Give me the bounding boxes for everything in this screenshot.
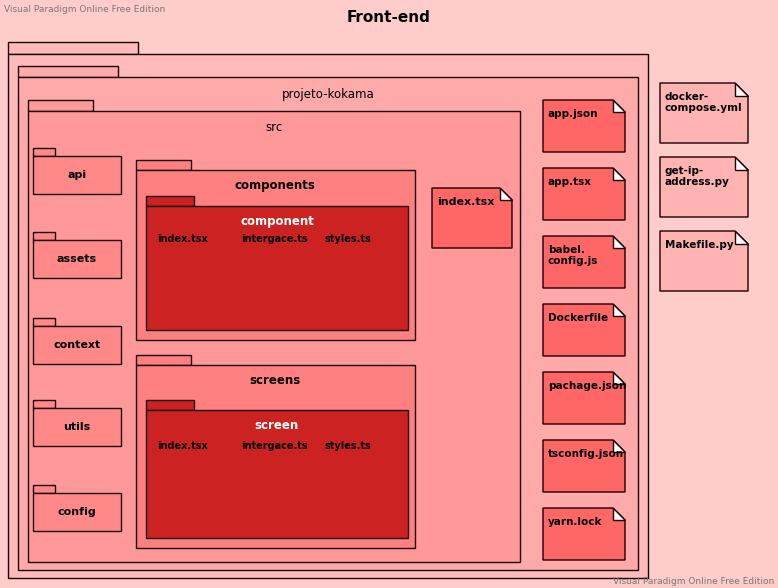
Polygon shape (33, 493, 121, 531)
Polygon shape (613, 372, 625, 384)
Polygon shape (735, 157, 748, 170)
Text: api: api (68, 170, 86, 180)
Polygon shape (660, 157, 748, 217)
Text: index.tsx: index.tsx (157, 441, 208, 451)
Polygon shape (320, 432, 390, 514)
Polygon shape (295, 225, 306, 236)
Polygon shape (146, 196, 194, 206)
Text: projeto-kokama: projeto-kokama (282, 88, 374, 101)
Polygon shape (543, 168, 625, 220)
Polygon shape (432, 188, 512, 248)
Text: Makefile.py: Makefile.py (665, 240, 734, 250)
Polygon shape (543, 304, 625, 356)
Polygon shape (136, 170, 415, 340)
Text: docker-: docker- (665, 92, 710, 102)
Text: app.tsx: app.tsx (548, 177, 592, 187)
Text: yarn.lock: yarn.lock (548, 517, 602, 527)
Polygon shape (295, 432, 306, 443)
Text: tsconfig.json: tsconfig.json (548, 449, 624, 459)
Text: src: src (265, 121, 282, 134)
Polygon shape (660, 231, 748, 291)
Polygon shape (379, 432, 390, 443)
Polygon shape (18, 66, 118, 77)
Text: Visual Paradigm Online Free Edition: Visual Paradigm Online Free Edition (613, 576, 774, 586)
Text: compose.yml: compose.yml (665, 103, 743, 113)
Polygon shape (660, 83, 748, 143)
Text: address.py: address.py (665, 177, 730, 187)
Polygon shape (613, 236, 625, 248)
Polygon shape (152, 225, 222, 307)
Polygon shape (146, 400, 194, 410)
Polygon shape (613, 508, 625, 520)
Text: pachage.json: pachage.json (548, 381, 626, 391)
Text: get-ip-: get-ip- (665, 166, 704, 176)
Text: Dockerfile: Dockerfile (548, 313, 608, 323)
Text: utils: utils (63, 422, 90, 432)
Polygon shape (543, 440, 625, 492)
Text: index.tsx: index.tsx (157, 234, 208, 244)
Polygon shape (28, 111, 520, 562)
Text: Front-end: Front-end (347, 9, 431, 25)
Polygon shape (543, 508, 625, 560)
Polygon shape (613, 100, 625, 112)
Polygon shape (236, 225, 306, 307)
Polygon shape (8, 42, 138, 54)
Polygon shape (735, 231, 748, 244)
Polygon shape (33, 240, 121, 278)
Polygon shape (33, 485, 55, 493)
Polygon shape (33, 408, 121, 446)
Polygon shape (33, 156, 121, 194)
Polygon shape (33, 232, 55, 240)
Polygon shape (152, 432, 222, 514)
Text: babel.: babel. (548, 245, 585, 255)
Polygon shape (236, 432, 306, 514)
Text: index.tsx: index.tsx (437, 197, 494, 207)
Polygon shape (28, 100, 93, 111)
Polygon shape (320, 225, 390, 307)
Text: styles.ts: styles.ts (325, 234, 372, 244)
Polygon shape (8, 54, 648, 578)
Text: intergace.ts: intergace.ts (241, 234, 307, 244)
Text: component: component (240, 215, 314, 228)
Polygon shape (211, 225, 222, 236)
Polygon shape (613, 440, 625, 452)
Text: styles.ts: styles.ts (325, 441, 372, 451)
Polygon shape (543, 372, 625, 424)
Polygon shape (543, 236, 625, 288)
Polygon shape (613, 304, 625, 316)
Polygon shape (379, 225, 390, 236)
Polygon shape (146, 410, 408, 538)
Text: config.js: config.js (548, 256, 598, 266)
Polygon shape (18, 77, 638, 570)
Polygon shape (735, 83, 748, 96)
Text: intergace.ts: intergace.ts (241, 441, 307, 451)
Polygon shape (211, 432, 222, 443)
Text: context: context (54, 340, 100, 350)
Polygon shape (33, 326, 121, 364)
Text: Visual Paradigm Online Free Edition: Visual Paradigm Online Free Edition (4, 5, 165, 14)
Polygon shape (33, 318, 55, 326)
Polygon shape (136, 160, 191, 170)
Text: app.json: app.json (548, 109, 598, 119)
Polygon shape (136, 355, 191, 365)
Polygon shape (500, 188, 512, 200)
Polygon shape (613, 168, 625, 180)
Text: screens: screens (250, 374, 300, 387)
Polygon shape (146, 206, 408, 330)
Polygon shape (33, 400, 55, 408)
Text: config: config (58, 507, 96, 517)
Text: assets: assets (57, 254, 97, 264)
Polygon shape (136, 365, 415, 548)
Text: components: components (234, 179, 315, 192)
Text: screen: screen (255, 419, 299, 432)
Polygon shape (33, 148, 55, 156)
Polygon shape (543, 100, 625, 152)
